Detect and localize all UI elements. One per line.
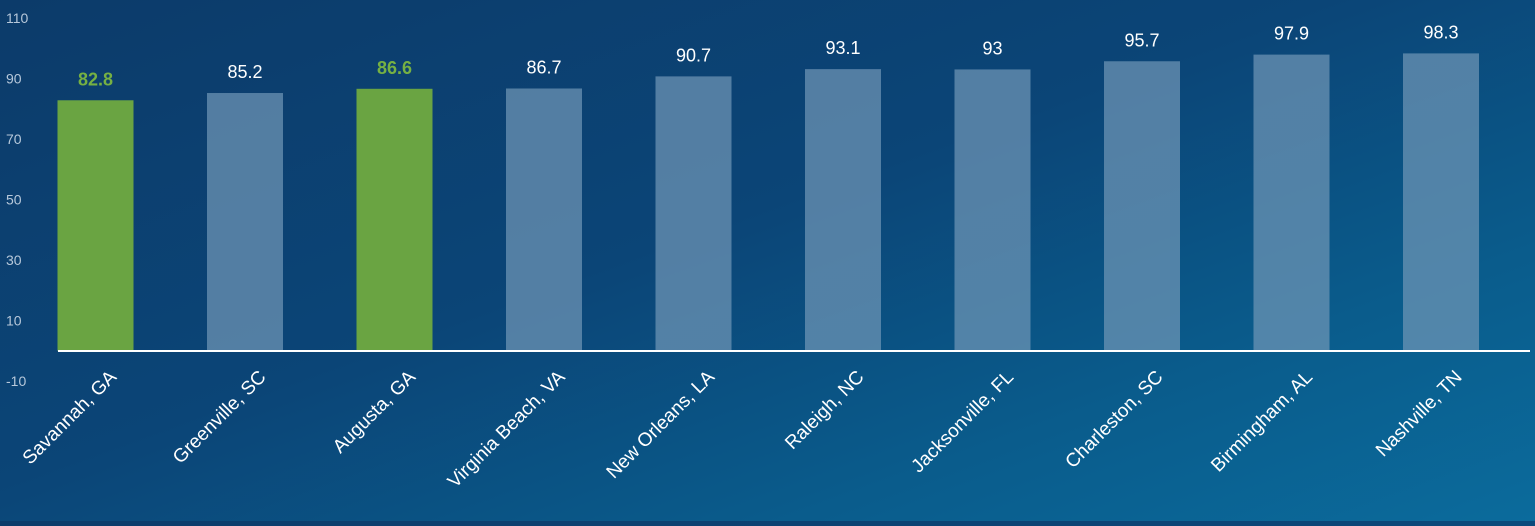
category-label-2: Augusta, GA xyxy=(329,366,420,457)
category-label-0: Savannah, GA xyxy=(19,366,121,468)
y-tick-label: 30 xyxy=(6,252,22,268)
bar-value-label-6: 93 xyxy=(982,38,1002,58)
bar-value-label-8: 97.9 xyxy=(1274,24,1309,44)
bar-value-label-0: 82.8 xyxy=(78,69,113,89)
category-label-3: Virginia Beach, VA xyxy=(444,366,570,492)
y-tick-label: -10 xyxy=(6,373,26,389)
bar-6 xyxy=(954,69,1031,352)
y-tick-label: 90 xyxy=(6,71,22,87)
y-tick-label: 110 xyxy=(6,10,29,26)
bar-2 xyxy=(356,88,433,351)
bar-8 xyxy=(1253,54,1330,351)
bar-9 xyxy=(1403,53,1479,352)
bar-4 xyxy=(655,76,732,351)
category-label-6: Jacksonville, FL xyxy=(908,367,1018,477)
bar-1 xyxy=(207,93,283,352)
bar-value-label-1: 85.2 xyxy=(227,62,262,82)
bar-value-label-3: 86.7 xyxy=(526,57,561,77)
bar-value-label-9: 98.3 xyxy=(1423,22,1458,42)
bar-0 xyxy=(57,100,134,351)
bar-value-label-4: 90.7 xyxy=(676,45,711,65)
y-tick-label: 70 xyxy=(6,131,22,147)
category-label-8: Birmingham, AL xyxy=(1207,367,1317,477)
category-label-7: Charleston, SC xyxy=(1062,367,1168,473)
bar-3 xyxy=(506,88,582,352)
bar-value-label-2: 86.6 xyxy=(377,58,412,78)
y-tick-label: 50 xyxy=(6,192,22,208)
category-label-9: Nashville, TN xyxy=(1372,367,1466,461)
bar-5 xyxy=(805,69,881,351)
y-tick-label: 10 xyxy=(6,313,22,329)
category-label-4: New Orleans, LA xyxy=(603,366,720,483)
bar-7 xyxy=(1104,61,1180,351)
bar-value-label-5: 93.1 xyxy=(825,38,860,58)
bar-value-label-7: 95.7 xyxy=(1124,30,1159,50)
category-label-1: Greenville, SC xyxy=(169,367,270,468)
category-label-5: Raleigh, NC xyxy=(781,367,868,454)
